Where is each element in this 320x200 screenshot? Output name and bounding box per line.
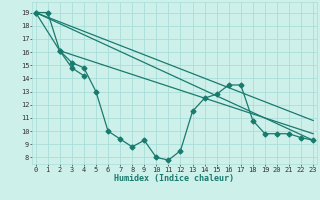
X-axis label: Humidex (Indice chaleur): Humidex (Indice chaleur) [115,174,234,183]
